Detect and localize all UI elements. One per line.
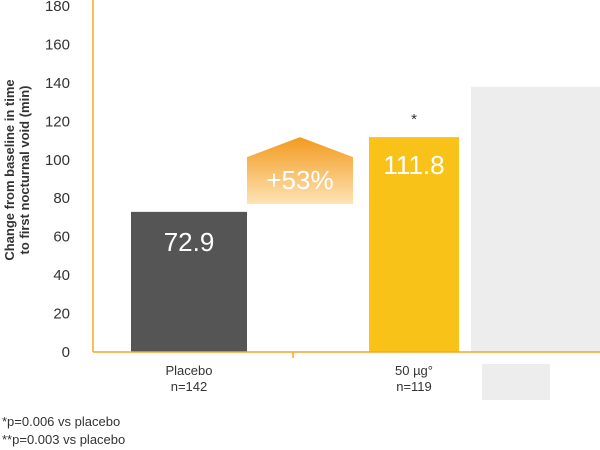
bar — [131, 211, 247, 352]
x-category-label: 50 µg° n=119 — [395, 363, 433, 394]
bar-value-label: 111.8 — [383, 150, 444, 180]
x-category-label-line: Placebo — [166, 363, 213, 378]
y-axis-title: Change from baseline in timeto first noc… — [2, 79, 32, 260]
significance-marker: * — [411, 111, 417, 128]
bars: 72.9 111.8 * — [131, 86, 600, 352]
axes — [92, 0, 600, 358]
y-axis-label: Change from baseline in timeto first noc… — [2, 79, 32, 260]
x-axis-labels: Placebo n=142 50 µg° n=119 — [166, 363, 550, 400]
y-tick-label: 40 — [53, 267, 70, 284]
y-axis-ticks: 0 20 40 60 80 100 120 140 160 180 — [45, 0, 70, 361]
y-tick-label: 180 — [45, 0, 70, 15]
footnote: **p=0.003 vs placebo — [2, 432, 126, 447]
x-category-label-line: 50 µg° — [395, 363, 433, 378]
y-tick-label: 100 — [45, 152, 70, 169]
bar — [369, 137, 459, 352]
y-tick-label: 80 — [53, 190, 70, 207]
footnote: *p=0.006 vs placebo — [2, 414, 121, 429]
y-axis-title-line: to first nocturnal void (min) — [17, 86, 32, 255]
increase-arrow — [247, 137, 353, 204]
footnotes: *p=0.006 vs placebo **p=0.003 vs placebo — [2, 413, 125, 449]
percent-change-label: +53% — [266, 165, 333, 195]
x-category-label-line: n=119 — [396, 379, 432, 394]
y-tick-label: 20 — [53, 306, 70, 323]
x-category-label-line: n=142 — [171, 379, 208, 394]
hidden-category-label — [482, 364, 550, 400]
y-tick-label: 0 — [62, 344, 70, 361]
y-axis-title-line: Change from baseline in time — [2, 79, 17, 260]
bar — [471, 86, 600, 352]
y-tick-label: 160 — [45, 36, 70, 53]
y-tick-label: 60 — [53, 229, 70, 246]
y-tick-label: 140 — [45, 75, 70, 92]
bar-chart: Change from baseline in timeto first noc… — [2, 0, 600, 400]
percent-change-annotation: +53% — [247, 137, 353, 204]
x-category-label: Placebo n=142 — [166, 363, 213, 394]
bar-value-label: 72.9 — [164, 227, 215, 257]
y-tick-label: 120 — [45, 113, 70, 130]
